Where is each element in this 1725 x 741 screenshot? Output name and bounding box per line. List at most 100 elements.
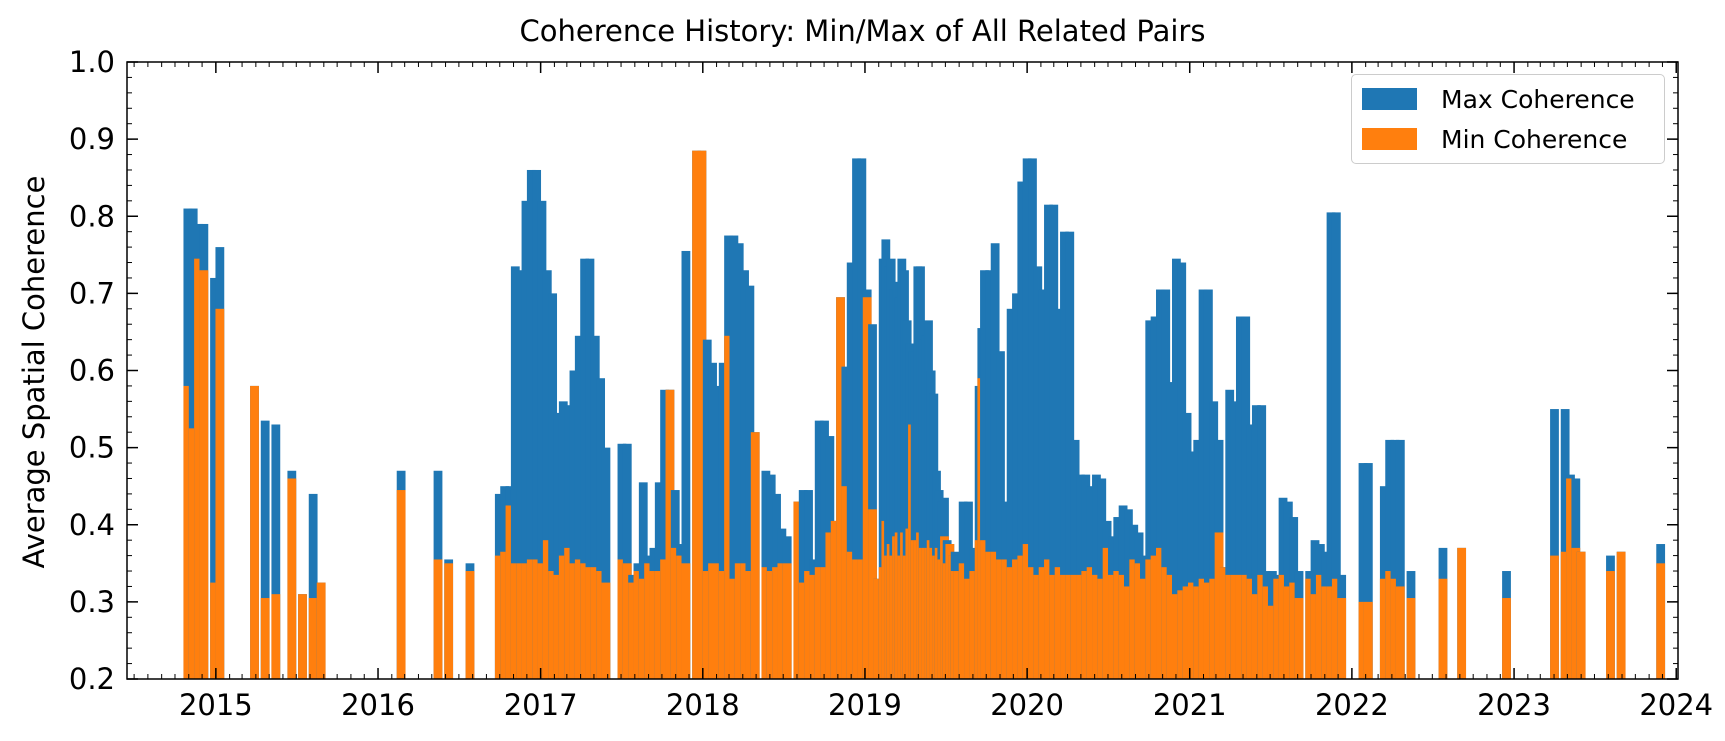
bar-min	[1331, 578, 1341, 679]
bar-max	[729, 235, 739, 679]
bar-max	[1065, 231, 1075, 680]
bar-max	[601, 447, 611, 679]
bar-max	[1172, 258, 1181, 679]
bar-min	[516, 563, 526, 679]
bar-min	[271, 594, 281, 679]
bar-max	[734, 243, 744, 679]
bar-min	[1326, 586, 1336, 679]
bar-min	[745, 571, 755, 679]
bar-max	[1033, 266, 1043, 679]
bar-max	[702, 339, 712, 679]
bar-max	[1166, 382, 1176, 679]
bar-max	[745, 285, 755, 679]
bar-min	[622, 563, 632, 679]
bar-min	[681, 563, 691, 679]
bar-max	[1028, 158, 1037, 679]
bar-min	[1086, 567, 1096, 679]
bar-max	[1560, 409, 1570, 679]
bar-min	[852, 559, 861, 679]
bar-min	[857, 559, 867, 679]
plot-frame	[126, 61, 1679, 680]
bar-min	[1049, 574, 1059, 679]
bar-min	[1054, 567, 1064, 679]
bar-min	[308, 598, 318, 679]
bar-min	[396, 490, 406, 679]
bar-max	[980, 270, 989, 679]
bar-min	[444, 563, 454, 679]
legend-swatch-max	[1362, 88, 1417, 110]
bar-min	[660, 559, 669, 679]
bar-min	[1017, 555, 1027, 679]
bar-max	[857, 158, 867, 679]
bar-min	[1560, 551, 1570, 679]
bar-min	[1606, 571, 1615, 679]
legend-label-max: Max Coherence	[1441, 84, 1635, 114]
bar-min	[250, 385, 259, 679]
bar-max	[852, 158, 861, 679]
bar-min	[1172, 594, 1181, 679]
bar-min	[1289, 582, 1299, 679]
bar-max	[740, 270, 749, 679]
bar-max	[1230, 401, 1240, 679]
bar-max	[718, 362, 728, 679]
bar-min	[1225, 574, 1235, 679]
bar-max	[1017, 181, 1027, 679]
bar-min	[825, 532, 835, 679]
bar-max	[713, 385, 723, 679]
bar-min	[1081, 571, 1091, 679]
bar-min	[830, 520, 840, 679]
x-tick-label: 2023	[1477, 688, 1551, 722]
bar-min	[580, 563, 590, 679]
bar-min	[1198, 578, 1208, 679]
bar-max	[1150, 316, 1160, 679]
bar-min	[1209, 578, 1219, 679]
bar-min	[964, 578, 973, 679]
bar-max	[510, 266, 520, 679]
bar-min	[782, 563, 792, 679]
bar-min	[708, 563, 717, 679]
bar-min	[1113, 571, 1123, 679]
bar-max	[260, 420, 270, 679]
bar-max	[1390, 439, 1400, 679]
bar-min	[1166, 574, 1176, 679]
bar-min	[654, 571, 664, 679]
bar-min	[1267, 605, 1277, 679]
bar-min	[1044, 559, 1053, 679]
bar-min	[1203, 582, 1213, 679]
bar-max	[548, 293, 558, 679]
bar-min	[777, 563, 787, 679]
bar-min	[1235, 574, 1245, 679]
bar-min	[215, 308, 225, 679]
y-tick-label: 0.3	[69, 585, 115, 619]
bar-min	[1395, 586, 1405, 679]
bar-max	[1187, 451, 1197, 679]
bar-max	[1209, 401, 1219, 679]
bar-min	[996, 559, 1005, 679]
bar-min	[521, 563, 531, 679]
bar-min	[601, 582, 611, 679]
bar-min	[868, 509, 877, 679]
bar-min	[1124, 586, 1133, 679]
bar-max	[1385, 439, 1395, 679]
x-tick-label: 2022	[1315, 688, 1389, 722]
bar-max	[1022, 158, 1032, 679]
bar-min	[1065, 574, 1075, 679]
bar-min	[1305, 578, 1315, 679]
bar-max	[1225, 389, 1235, 679]
bar-min	[1060, 574, 1069, 679]
bar-min	[734, 563, 744, 679]
bar-min	[505, 505, 515, 679]
bar-max	[210, 277, 219, 679]
bar-max	[1177, 262, 1187, 679]
bar-min	[316, 582, 326, 679]
bar-min	[1283, 586, 1293, 679]
bar-min	[1150, 555, 1160, 679]
bar-min	[1358, 601, 1368, 679]
bar-min	[1219, 567, 1229, 679]
bar-max	[1251, 405, 1261, 679]
bar-max	[526, 169, 536, 679]
x-tick-label: 2019	[828, 688, 902, 722]
bar-max	[542, 270, 552, 679]
bar-min	[1385, 571, 1395, 679]
